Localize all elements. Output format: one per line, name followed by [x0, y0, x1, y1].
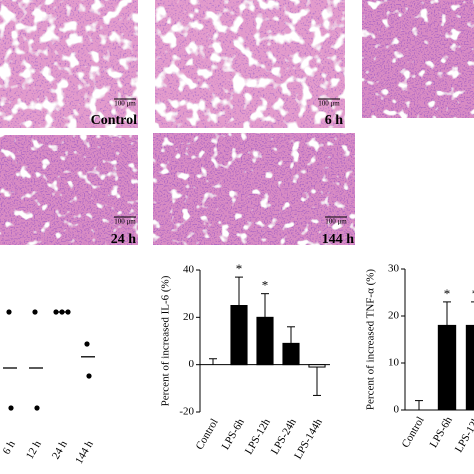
data-point: [8, 405, 14, 411]
significance-mark: *: [262, 278, 269, 293]
y-tick-label: 40: [183, 264, 195, 276]
bar: [230, 305, 248, 366]
panel-label: Control: [91, 113, 138, 128]
data-point: [34, 405, 40, 411]
bar: [437, 324, 457, 411]
x-tick-label: LPS-6h: [220, 416, 247, 452]
x-tick-label: 6 h: [1, 438, 19, 456]
y-axis-label: Percent of increased IL-6 (%): [160, 275, 172, 406]
data-point: [32, 309, 38, 315]
scale-label: 100 μm: [325, 218, 347, 226]
data-point: [86, 373, 92, 379]
x-tick-label: LPS-12h: [453, 414, 474, 454]
bar: [465, 324, 474, 411]
scale-label: 100 μm: [114, 100, 136, 108]
panel-label: 144 h: [322, 232, 355, 247]
y-tick-label: 20: [183, 311, 195, 323]
bar: [282, 342, 300, 366]
x-tick-label: LPS-6h: [428, 414, 455, 450]
y-axis-label: Percent of increased TNF-α (%): [365, 269, 377, 411]
x-tick-label: 144 h: [73, 438, 96, 466]
bar: [256, 316, 274, 366]
scale-label: 100 μm: [114, 218, 136, 226]
y-tick-label: 30: [388, 263, 400, 275]
significance-mark: *: [444, 286, 451, 301]
data-point: [84, 341, 90, 347]
significance-mark: *: [236, 261, 243, 276]
significance-mark: *: [472, 286, 474, 301]
data-point: [6, 309, 12, 315]
histology-image: [0, 0, 138, 128]
histology-image: [155, 0, 345, 128]
y-tick-label: 10: [388, 357, 400, 369]
panel-label: 6 h: [325, 113, 344, 128]
histology-image: [153, 133, 355, 245]
x-tick-label: Control: [400, 415, 427, 450]
bar: [308, 364, 326, 368]
x-tick-label: 24 h: [50, 438, 70, 461]
y-tick-label: 0: [394, 404, 400, 416]
y-tick-label: -20: [179, 406, 194, 418]
y-tick-label: 0: [189, 358, 195, 370]
histology-image: [0, 135, 138, 245]
x-tick-label: 12 h: [24, 438, 44, 461]
panel-label: 24 h: [111, 232, 137, 247]
y-tick-label: 20: [388, 310, 400, 322]
x-tick-label: Control: [194, 417, 221, 452]
scale-bars: [114, 98, 347, 218]
scale-label: 100 μm: [318, 100, 340, 108]
histology-image: [362, 0, 474, 118]
